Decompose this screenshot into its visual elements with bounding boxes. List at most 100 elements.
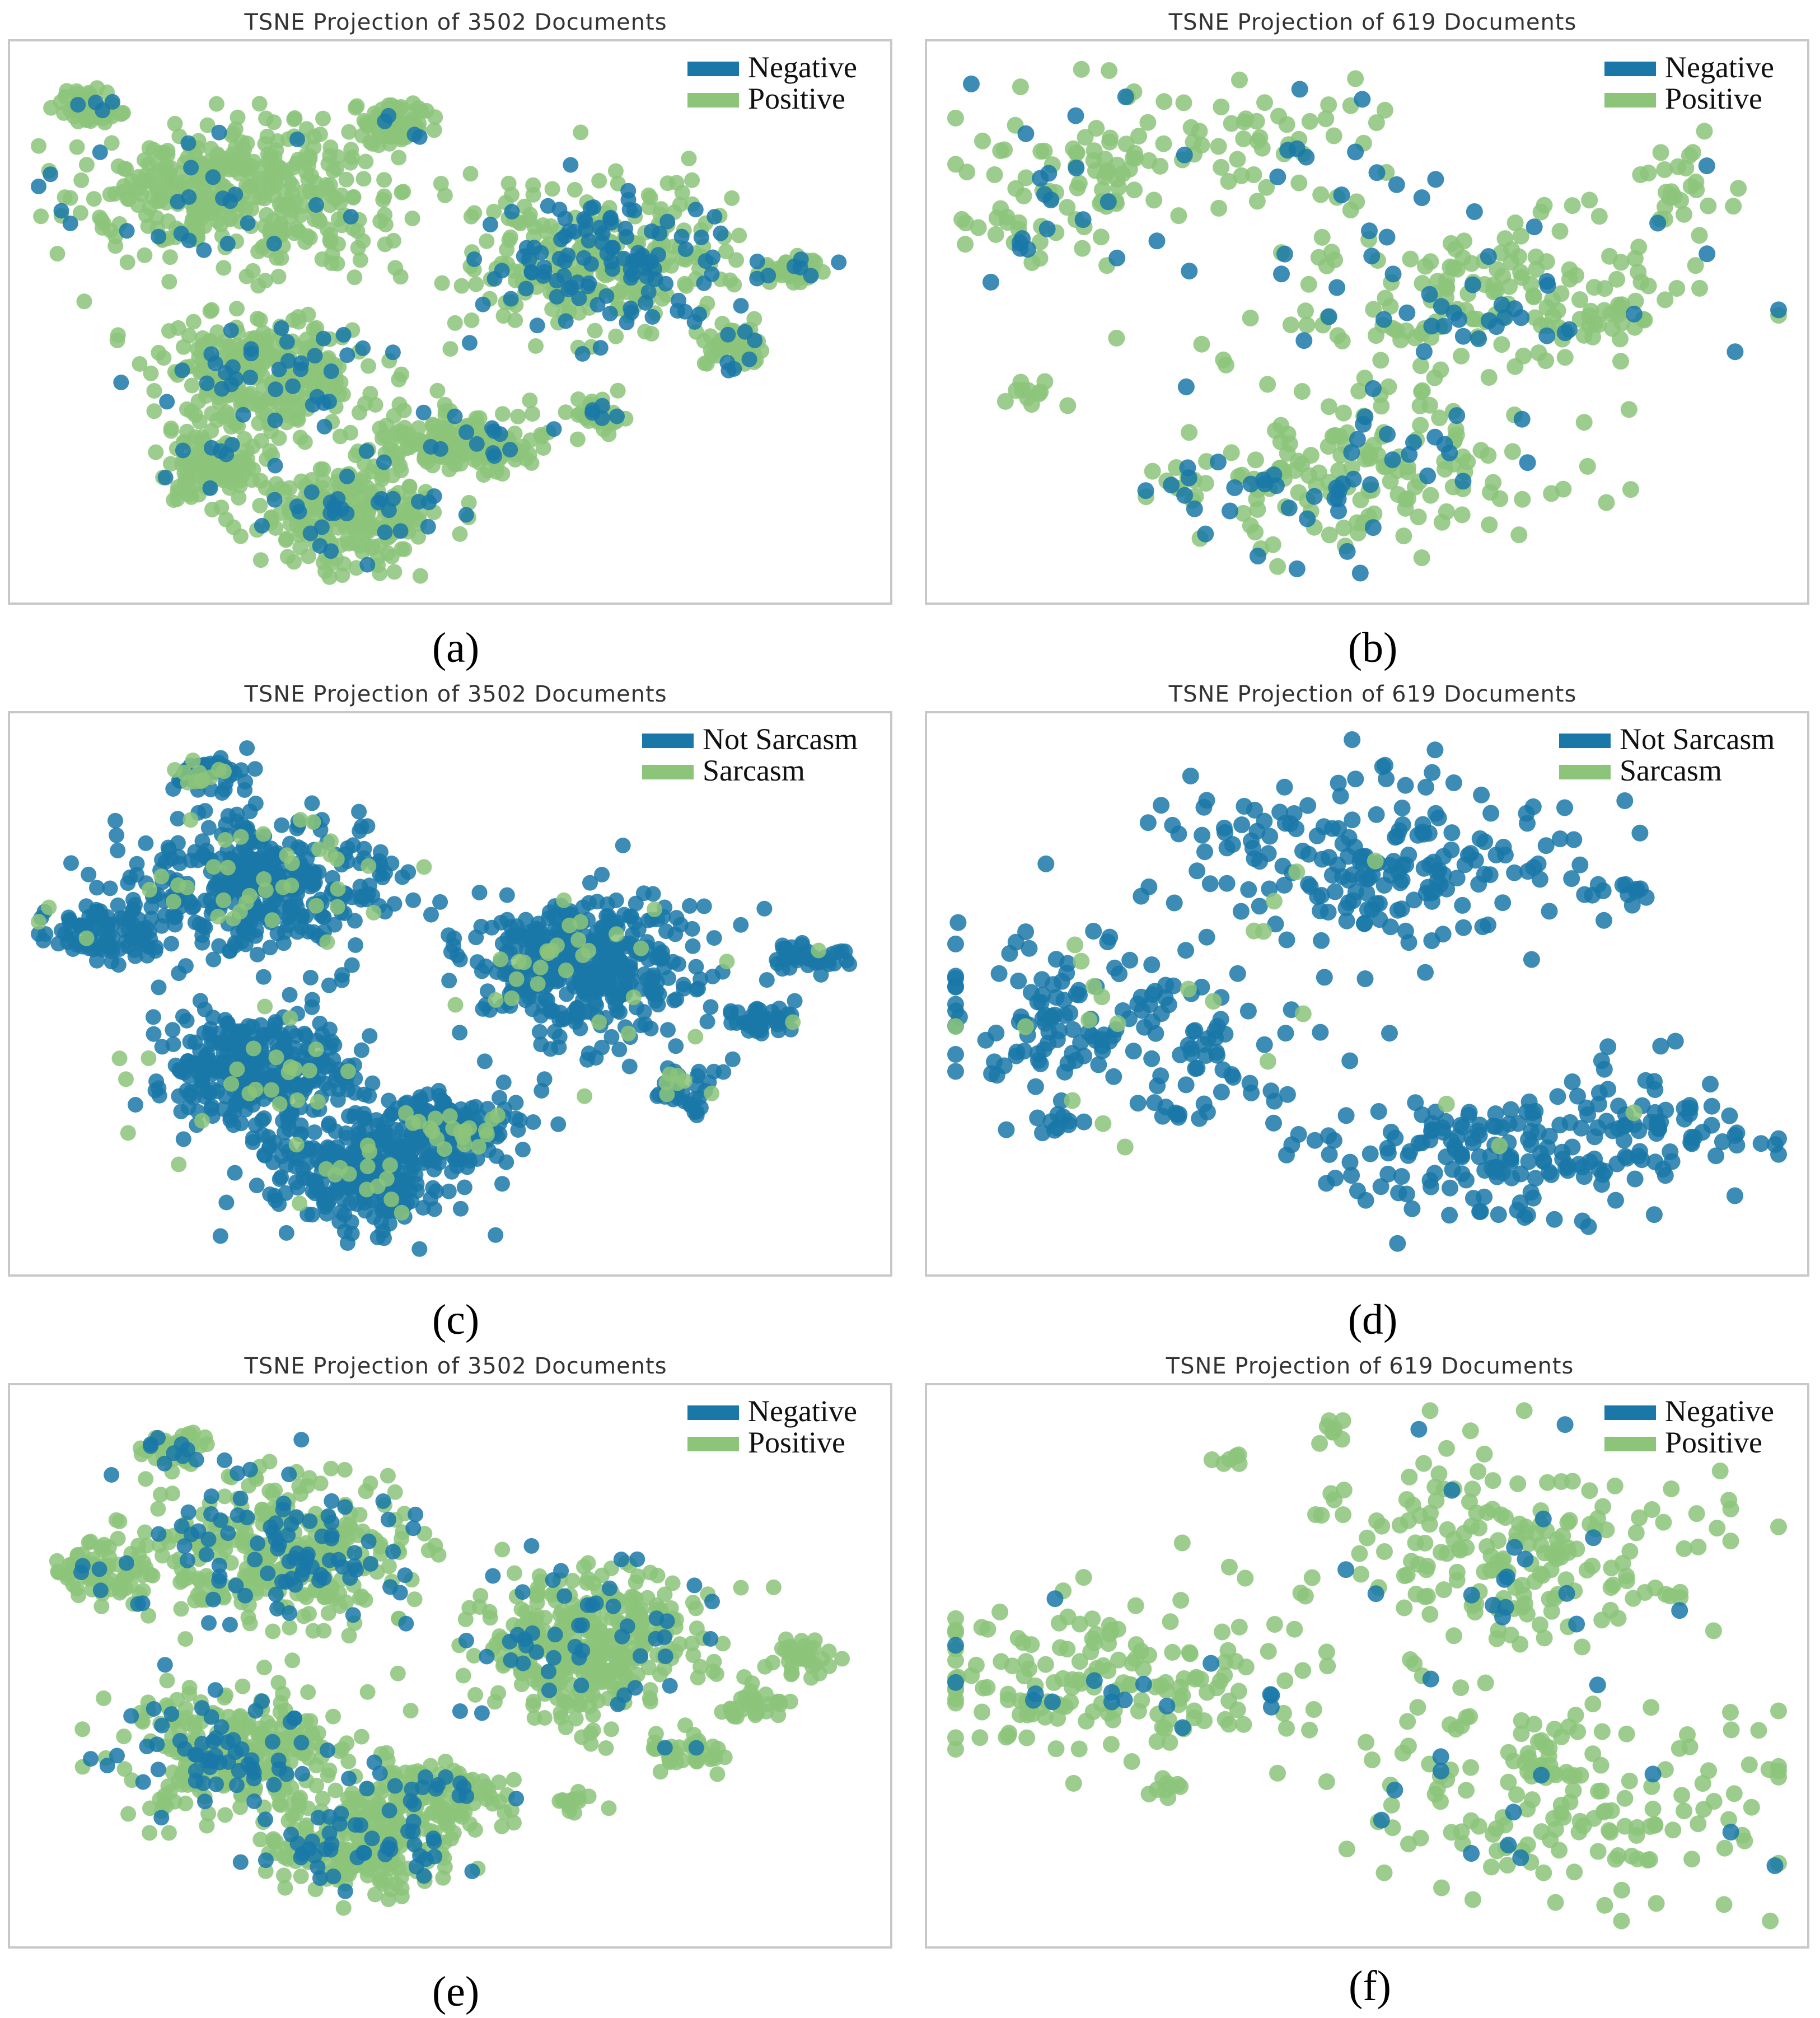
point-negative [1242,475,1260,493]
point-not-sarcasm [1198,928,1215,946]
point-negative [638,295,654,311]
point-not-sarcasm [81,866,97,882]
point-positive [1223,444,1240,461]
point-sarcasm [41,899,57,915]
point-negative [558,313,574,329]
point-positive [1248,491,1265,508]
point-sarcasm [573,914,589,930]
point-positive [1368,114,1385,132]
point-sarcasm [383,1192,400,1208]
point-not-sarcasm [1631,824,1649,842]
point-positive [377,236,393,253]
point-positive [148,444,164,460]
point-positive [526,228,542,245]
point-negative [1466,203,1483,220]
point-sarcasm [581,942,597,959]
point-positive [434,275,450,291]
point-negative [1209,454,1227,471]
point-positive [1298,316,1316,334]
point-negative [53,203,69,219]
point-positive [167,115,183,132]
point-positive [1685,144,1701,161]
point-negative [673,228,690,245]
point-not-sarcasm [689,1108,705,1123]
point-not-sarcasm [1332,787,1349,805]
point-positive [1376,101,1393,119]
point-sarcasm [194,1113,210,1129]
point-negative [279,334,295,350]
point-not-sarcasm [1461,1104,1478,1121]
point-positive [1317,110,1335,128]
point-not-sarcasm [1177,942,1195,959]
point-positive [1059,397,1077,414]
point-sarcasm [490,1108,506,1123]
point-not-sarcasm [277,1124,292,1141]
point-not-sarcasm [1454,1118,1471,1136]
point-not-sarcasm [1323,867,1341,884]
point-not-sarcasm [1393,900,1410,918]
point-positive [185,314,202,330]
point-positive [195,458,210,474]
point-sarcasm [78,930,95,946]
point-positive [110,327,126,343]
point-not-sarcasm [666,992,682,1008]
point-negative [1014,230,1031,247]
point-negative [1249,548,1266,565]
point-negative [461,335,478,351]
point-negative [376,454,392,470]
point-negative [486,271,503,287]
point-negative [204,440,219,456]
point-positive [345,221,361,237]
point-positive [672,197,688,213]
point-negative [1698,157,1715,175]
point-negative [1288,560,1306,577]
point-negative [571,290,587,306]
point-not-sarcasm [1224,1068,1242,1086]
point-not-sarcasm [1564,1073,1581,1090]
point-negative [1384,451,1401,469]
point-negative [1117,88,1134,105]
point-positive [1481,516,1498,534]
point-negative [243,341,259,357]
point-not-sarcasm [1415,859,1433,877]
point-positive [297,183,313,199]
point-positive [142,200,158,216]
point-negative [592,340,609,356]
point-positive [222,338,237,354]
point-not-sarcasm [1189,862,1206,880]
point-negative [199,375,215,391]
point-positive [1555,480,1572,498]
point-not-sarcasm [1434,1123,1452,1141]
point-negative [1413,189,1430,207]
point-not-sarcasm [1532,1145,1550,1162]
point-negative [151,228,167,245]
point-not-sarcasm [1056,1063,1073,1081]
point-positive [1696,123,1713,140]
point-positive [1335,519,1353,536]
point-positive [322,139,339,156]
point-positive [957,214,974,232]
point-not-sarcasm [551,1029,568,1045]
point-positive [1581,317,1598,334]
point-negative [556,268,572,284]
point-sarcasm [416,859,432,875]
point-not-sarcasm [205,881,222,897]
point-negative [289,498,305,515]
point-not-sarcasm [1267,915,1284,933]
point-not-sarcasm [947,1046,964,1063]
point-sarcasm [549,937,565,954]
point-not-sarcasm [63,855,79,871]
point-negative [475,296,491,312]
point-not-sarcasm [304,795,320,811]
point-negative [529,317,545,334]
point-negative [175,442,191,459]
point-sarcasm [620,1025,637,1041]
point-not-sarcasm [653,951,669,967]
point-positive [464,312,480,328]
point-sarcasm [257,998,273,1015]
point-not-sarcasm [110,842,126,858]
point-positive [1527,248,1545,265]
point-not-sarcasm [185,898,202,914]
point-positive [1668,280,1686,297]
point-positive [1335,404,1352,422]
